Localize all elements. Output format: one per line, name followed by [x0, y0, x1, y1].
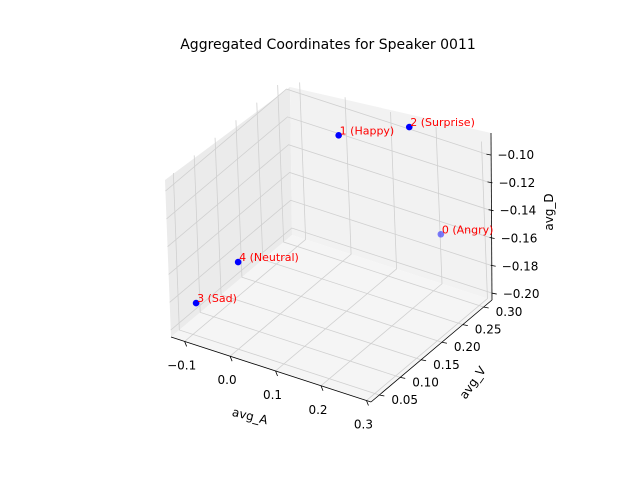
x-tick-label: 0.1: [263, 388, 282, 402]
chart-title: Aggregated Coordinates for Speaker 0011: [180, 37, 476, 53]
data-point: [335, 132, 342, 139]
x-tick-mark: [184, 341, 188, 347]
data-point: [234, 258, 242, 266]
y-tick-mark: [420, 359, 427, 362]
y-tick-label: 0.25: [475, 323, 502, 337]
z-grid-line: [165, 88, 487, 192]
data-point: [192, 299, 200, 307]
x-grid-line: [320, 126, 443, 387]
point-label: 1 (Happy): [340, 124, 395, 137]
z-tick-label: −0.12: [498, 176, 535, 190]
y-grid-line: [235, 120, 443, 343]
tick-labels: −0.1 0.0 0.1 0.2 0.3 0.05 0.10 0.15 0.20 0.25 0.30…: [167, 148, 539, 431]
x-axis-label: avg_A: [231, 405, 270, 428]
z-tick-label: −0.18: [502, 259, 539, 273]
x-grid-line: [229, 97, 352, 357]
z-grid-line: [167, 144, 489, 247]
y-tick-mark: [441, 341, 448, 344]
z-tick-label: −0.10: [497, 148, 534, 162]
z-tick-label: −0.20: [503, 287, 540, 301]
y-tick-mark: [400, 376, 406, 379]
z-tick-mark: [488, 209, 494, 212]
grid-lines: [165, 82, 492, 401]
point-label: 3 (Sad): [197, 292, 237, 305]
y-grid-line: [172, 172, 380, 396]
data-point: [405, 123, 413, 131]
z-tick-mark: [491, 292, 497, 295]
y-tick-mark: [379, 394, 385, 397]
x-tick-mark: [229, 356, 233, 362]
point-label: 0 (Angry): [442, 223, 494, 236]
x-tick-label: 0.2: [308, 403, 327, 417]
y-tick-label: 0.10: [412, 375, 439, 389]
y-axis-label: avg_V: [457, 363, 490, 401]
z-tick-mark: [489, 237, 495, 239]
back-pane: [290, 87, 492, 300]
x-grid-line: [184, 82, 307, 342]
left-pane: [165, 87, 292, 337]
y-grid-line: [277, 85, 484, 308]
z-axis-label: avg_D: [542, 193, 556, 230]
data-points: [192, 123, 445, 307]
y-tick-mark: [462, 324, 468, 327]
point-labels: 0 (Angry) 1 (Happy) 2 (Surprise) 3 (Sad) 4 (…: [197, 116, 493, 305]
y-tick-label: 0.20: [454, 340, 481, 354]
x-axis-line: [170, 336, 372, 403]
z-tick-label: −0.14: [500, 204, 537, 218]
z-tick-mark: [486, 153, 492, 156]
z-grid-line: [169, 199, 491, 303]
z-grid-line: [168, 172, 490, 275]
x-tick-mark: [320, 385, 324, 391]
z-grid-line: [170, 227, 492, 331]
x-tick-mark: [275, 370, 278, 377]
z-tick-mark: [490, 264, 496, 267]
z-tick-mark: [487, 181, 493, 184]
data-point: [437, 230, 445, 238]
y-grid-line: [256, 102, 463, 326]
y-tick-label: 0.30: [496, 305, 523, 319]
z-axis-line: [490, 132, 493, 301]
x-tick-label: 0.0: [218, 373, 237, 387]
y-grid-line: [193, 155, 401, 378]
y-tick-label: 0.15: [433, 358, 460, 372]
x-tick-mark: [366, 400, 369, 406]
z-tick-label: −0.16: [501, 231, 538, 245]
z-grid-line: [166, 116, 488, 220]
axis-lines: [170, 132, 493, 403]
point-label: 4 (Neutral): [239, 251, 299, 264]
y-axis-line: [370, 299, 493, 403]
x-tick-label: 0.3: [354, 418, 373, 432]
floor-pane: [171, 235, 492, 402]
x-tick-label: −0.1: [167, 358, 196, 372]
x-grid-line: [366, 141, 488, 401]
y-grid-line: [214, 137, 422, 361]
point-label: 2 (Surprise): [410, 116, 475, 129]
x-grid-line: [275, 111, 397, 372]
y-tick-label: 0.05: [391, 393, 418, 407]
axis-panes: [165, 87, 492, 402]
y-tick-mark: [483, 306, 489, 309]
